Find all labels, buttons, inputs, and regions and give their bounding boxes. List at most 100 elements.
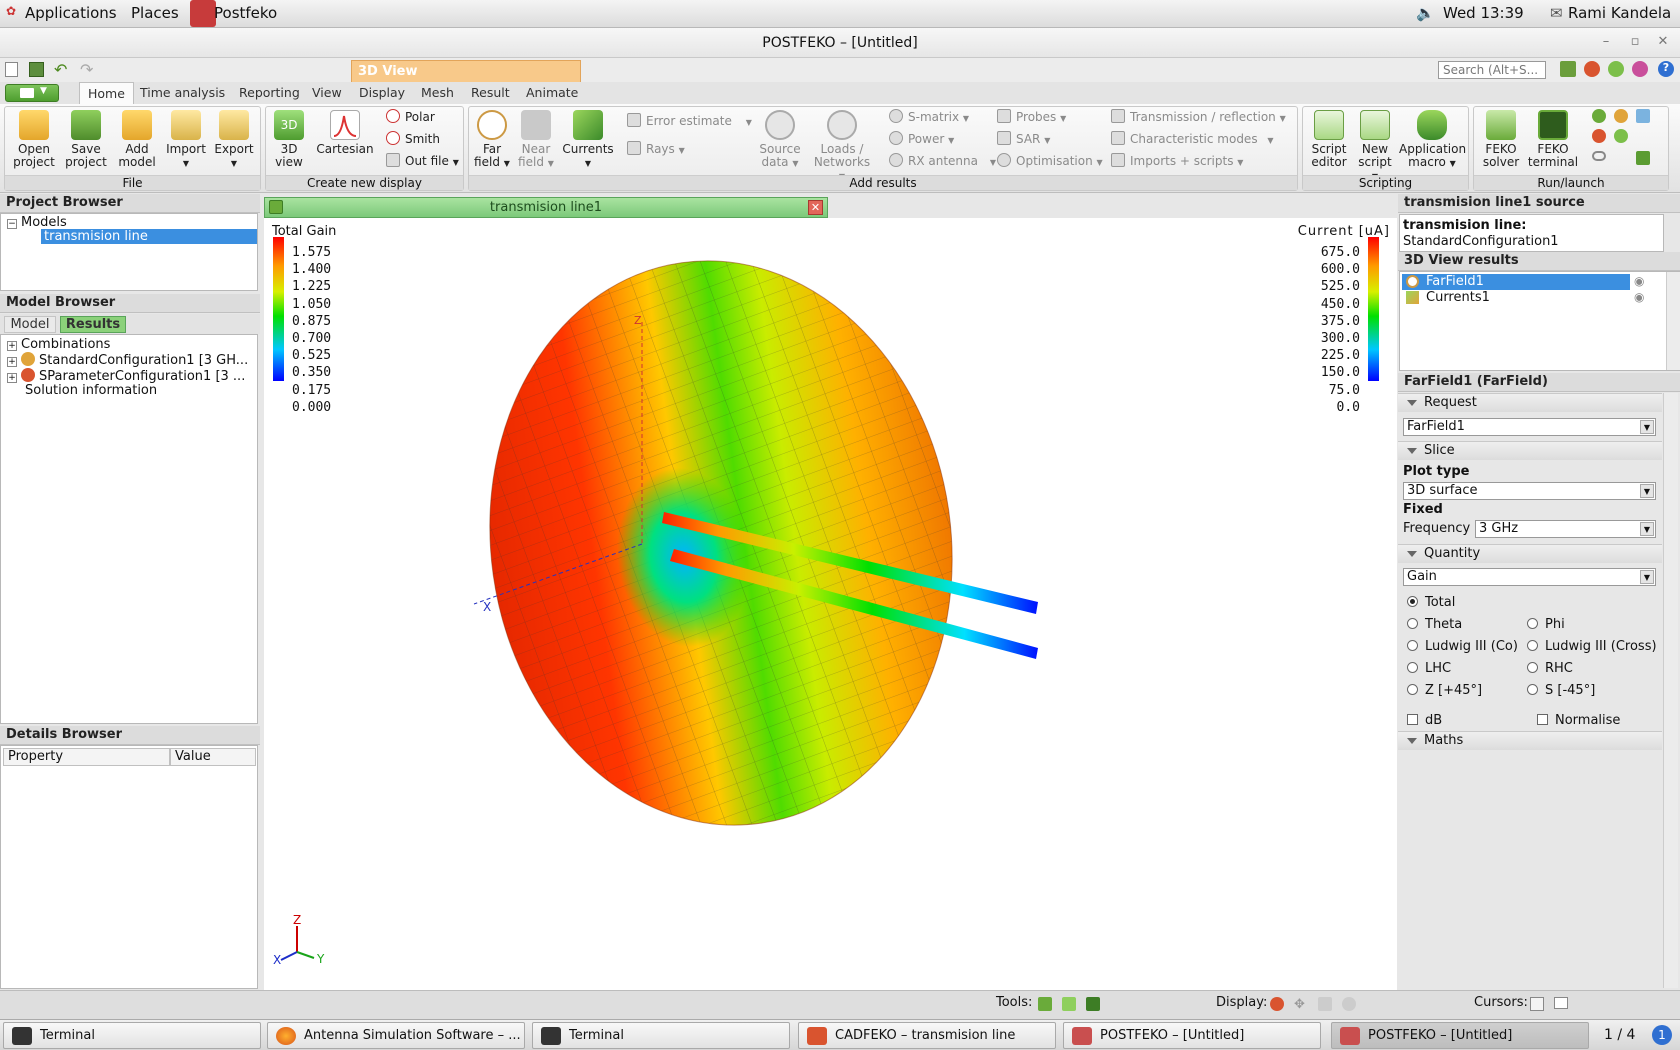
script-editor-button[interactable]: Script editor: [1307, 110, 1351, 169]
workspace-indicator[interactable]: 1 / 4: [1604, 1027, 1636, 1043]
new-file-icon[interactable]: [5, 62, 18, 77]
new-script-button[interactable]: New script ▼: [1355, 110, 1395, 183]
tree-node-standard-config[interactable]: + StandardConfiguration1 [3 GH...: [7, 352, 249, 368]
editfeko-icon[interactable]: [1608, 61, 1624, 77]
redo-icon[interactable]: ↷: [80, 60, 94, 79]
tree-node-combinations[interactable]: + Combinations: [7, 337, 111, 352]
tab-reporting[interactable]: Reporting: [239, 85, 300, 100]
notification-icon[interactable]: 1: [1652, 1025, 1672, 1045]
clock[interactable]: Wed 13:39: [1443, 4, 1524, 22]
3d-view-button[interactable]: 3D 3D view: [270, 110, 308, 169]
radio-ludwig-co[interactable]: Ludwig III (Co): [1407, 639, 1518, 654]
tab-home[interactable]: Home: [79, 82, 134, 104]
editfeko-launch-icon[interactable]: [1592, 129, 1606, 143]
cartesian-button[interactable]: Cartesian: [316, 110, 374, 156]
3d-scene[interactable]: Z X Z X Y: [264, 218, 1397, 990]
search-input[interactable]: Search (Alt+S...: [1438, 61, 1546, 79]
result-currents1[interactable]: Currents1: [1402, 290, 1630, 306]
column-property[interactable]: Property: [3, 748, 170, 766]
places-menu[interactable]: Places: [131, 4, 179, 22]
view-tab[interactable]: transmision line1 ✕: [264, 197, 828, 218]
user-menu[interactable]: Rami Kandela: [1568, 4, 1672, 22]
task-terminal-2[interactable]: Terminal: [532, 1022, 790, 1049]
feko-terminal-button[interactable]: FEKO terminal: [1526, 110, 1580, 169]
expand-icon[interactable]: +: [7, 341, 17, 351]
context-tab-3d-view[interactable]: 3D View: [351, 60, 581, 83]
rays-button[interactable]: Rays ▼: [627, 141, 685, 156]
tree-node-sparameter-config[interactable]: + SParameterConfiguration1 [3 ...: [7, 368, 246, 384]
postfeko-launch-icon[interactable]: [1614, 109, 1628, 123]
tree-icon[interactable]: [1636, 151, 1650, 165]
db-checkbox[interactable]: dB: [1407, 713, 1442, 728]
expand-icon[interactable]: +: [7, 357, 17, 367]
optimisation-button[interactable]: Optimisation ▼: [997, 153, 1103, 168]
application-menu-button[interactable]: ▼: [5, 84, 59, 102]
probes-button[interactable]: Probes ▼: [997, 109, 1066, 124]
tab-display[interactable]: Display: [359, 85, 406, 100]
section-maths[interactable]: Maths: [1398, 731, 1662, 750]
smith-button[interactable]: Smith: [386, 131, 440, 146]
result-farfield1[interactable]: FarField1: [1402, 274, 1630, 290]
tree-node-transmision-line[interactable]: transmision line: [41, 229, 257, 244]
results-scrollbar[interactable]: [1666, 272, 1680, 370]
currents-button[interactable]: Currents ▼: [561, 110, 615, 170]
eye-icon[interactable]: ◉: [1634, 290, 1645, 304]
close-window-button[interactable]: ✕: [1657, 34, 1669, 49]
zoom-icon[interactable]: [1318, 997, 1332, 1011]
normalise-checkbox[interactable]: Normalise: [1537, 713, 1620, 728]
rotate-icon[interactable]: [1342, 997, 1356, 1011]
transmission-reflection-button[interactable]: Transmission / reflection ▼: [1111, 109, 1286, 124]
open-project-button[interactable]: Open project: [9, 110, 59, 169]
undo-icon[interactable]: ↶: [54, 60, 68, 79]
import-button[interactable]: Import ▼: [163, 110, 209, 170]
far-field-button[interactable]: Far field ▼: [473, 110, 511, 170]
tools-icon[interactable]: [1038, 997, 1052, 1011]
power-button[interactable]: Power ▼: [889, 131, 954, 146]
save-icon[interactable]: [29, 62, 44, 77]
request-dropdown[interactable]: FarField1 ▼: [1403, 418, 1656, 436]
annotation-icon[interactable]: [1554, 997, 1568, 1009]
section-slice[interactable]: Slice: [1398, 441, 1662, 460]
imports-scripts-button[interactable]: Imports + scripts ▼: [1111, 153, 1243, 168]
cursor-icon[interactable]: [1530, 997, 1544, 1011]
radio-ludwig-cross[interactable]: Ludwig III (Cross): [1527, 639, 1657, 654]
tree-node-solution-information[interactable]: Solution information: [25, 383, 158, 398]
tab-animate[interactable]: Animate: [526, 85, 579, 100]
pan-icon[interactable]: ✥: [1294, 997, 1305, 1012]
feko-solver-button[interactable]: FEKO solver: [1478, 110, 1524, 169]
plot-type-dropdown[interactable]: 3D surface ▼: [1403, 482, 1656, 500]
optfeko-icon[interactable]: [1632, 61, 1648, 77]
task-postfeko-2[interactable]: POSTFEKO – [Untitled]: [1331, 1022, 1589, 1049]
out-file-button[interactable]: Out file ▼: [386, 153, 459, 168]
launcher-icon[interactable]: [1636, 109, 1650, 123]
3d-viewport[interactable]: Z X Z X Y Total Gain 1.575 1.400 1.225 1…: [264, 218, 1397, 990]
measure-icon[interactable]: [1062, 997, 1076, 1011]
radio-rhc[interactable]: RHC: [1527, 661, 1573, 676]
radio-theta[interactable]: Theta: [1407, 617, 1462, 632]
radio-lhc[interactable]: LHC: [1407, 661, 1451, 676]
tab-results[interactable]: Results: [60, 316, 126, 333]
s-matrix-button[interactable]: S-matrix ▼: [889, 109, 969, 124]
loads-networks-button[interactable]: Loads / Networks ▼: [809, 110, 875, 183]
collapse-icon[interactable]: −: [7, 219, 17, 229]
postfeko-app-icon[interactable]: [190, 0, 216, 27]
error-estimate-button[interactable]: Error estimate ▼: [627, 113, 752, 128]
polar-button[interactable]: Polar: [386, 109, 435, 124]
radio-z-plus45[interactable]: Z [+45°]: [1407, 683, 1482, 698]
task-firefox[interactable]: Antenna Simulation Software – ...: [267, 1022, 525, 1049]
section-request[interactable]: Request: [1398, 393, 1662, 412]
tab-mesh[interactable]: Mesh: [421, 85, 454, 100]
sar-button[interactable]: SAR ▼: [997, 131, 1050, 146]
applications-menu[interactable]: Applications: [25, 4, 117, 22]
radio-s-minus45[interactable]: S [-45°]: [1527, 683, 1595, 698]
properties-scrollbar[interactable]: [1663, 393, 1678, 988]
task-cadfeko[interactable]: CADFEKO – transmision line: [798, 1022, 1056, 1049]
eye-icon[interactable]: ◉: [1634, 274, 1645, 288]
frequency-dropdown[interactable]: 3 GHz ▼: [1475, 520, 1656, 538]
display-mode-icon[interactable]: [1270, 997, 1284, 1011]
tab-result[interactable]: Result: [471, 85, 510, 100]
radio-total[interactable]: Total: [1407, 595, 1455, 610]
section-quantity[interactable]: Quantity: [1398, 544, 1662, 563]
tab-time-analysis[interactable]: Time analysis: [140, 85, 226, 100]
near-field-button[interactable]: Near field ▼: [517, 110, 555, 170]
